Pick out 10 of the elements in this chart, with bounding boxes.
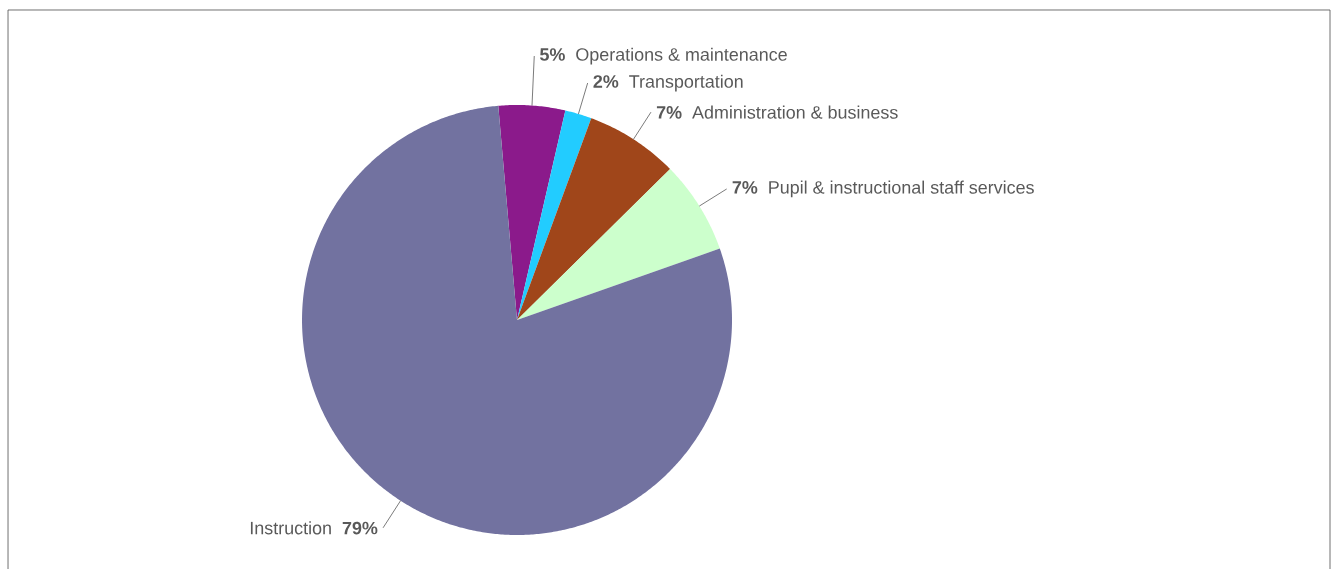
slice-label: Administration & business — [692, 105, 898, 119]
slice-label: Instruction — [250, 521, 331, 535]
slice-label: Pupil & instructional staff services — [769, 180, 1034, 198]
data-label: 5% — [540, 48, 565, 61]
slice-label: Transportation — [629, 74, 743, 92]
data-label: 7% — [656, 106, 682, 119]
data-label: 7% — [732, 181, 758, 194]
data-label: 2% — [593, 75, 619, 88]
slice-label: Operations & maintenance — [576, 47, 787, 65]
data-label: 79% — [342, 521, 378, 535]
